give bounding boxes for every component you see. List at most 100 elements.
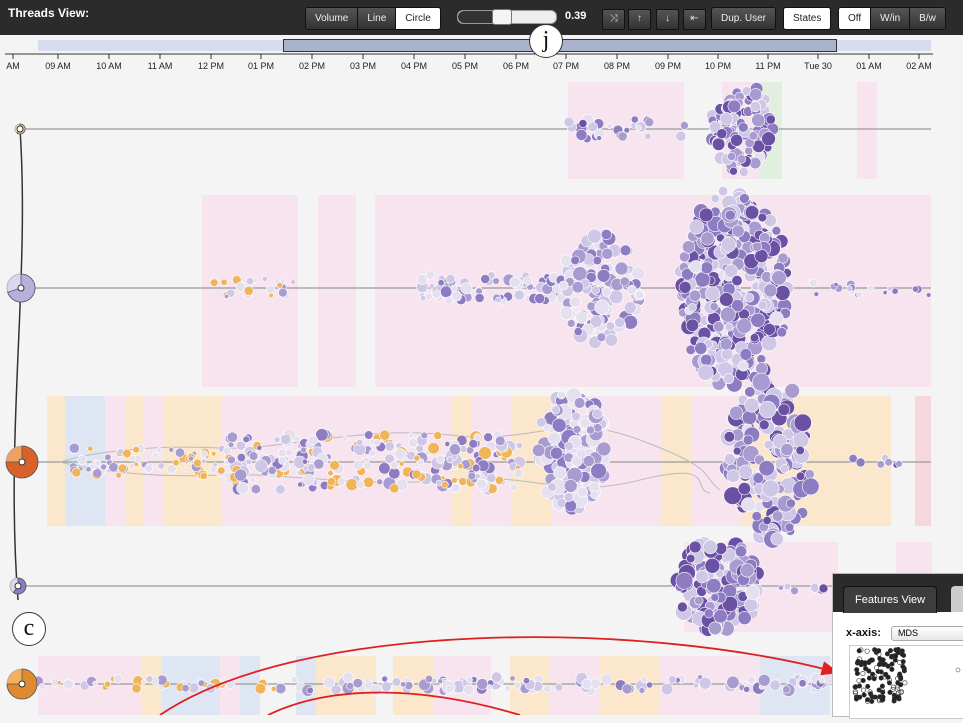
threads-view-title: Threads View: (8, 6, 90, 20)
axis-tick-label: 01 AM (856, 61, 882, 71)
message-bubble (741, 409, 757, 425)
xaxis-select[interactable]: MDS (891, 626, 963, 641)
message-bubble (245, 458, 252, 466)
message-bubble (480, 274, 491, 284)
message-bubble (566, 319, 576, 328)
features-view-tab[interactable]: Features View (843, 586, 938, 613)
message-bubble (762, 515, 772, 525)
message-bubble (569, 296, 581, 308)
message-bubble (492, 277, 500, 285)
message-bubble (680, 121, 689, 130)
message-bubble (515, 441, 523, 449)
message-bubble (181, 684, 190, 693)
message-bubble (267, 465, 277, 475)
message-bubble (550, 446, 563, 460)
feature-point (857, 683, 863, 689)
message-bubble (559, 306, 574, 320)
message-bubble (330, 684, 342, 696)
message-bubble (242, 435, 250, 443)
shuffle-icon[interactable]: ⤨ (602, 9, 625, 30)
slider-thumb[interactable] (492, 9, 512, 25)
message-bubble (884, 458, 893, 467)
message-bubble (575, 311, 589, 324)
axis-tick-label: 07 PM (552, 61, 580, 71)
feature-point (857, 694, 863, 700)
message-bubble (236, 452, 246, 462)
circle-button[interactable]: Circle (396, 8, 440, 29)
states-button[interactable]: States (784, 8, 831, 29)
message-bubble (547, 482, 557, 492)
line-button[interactable]: Line (358, 8, 397, 29)
message-bubble (300, 446, 307, 454)
message-bubble (685, 318, 700, 332)
feature-point (898, 674, 904, 680)
feature-point (889, 666, 895, 672)
annotation-marker-j: j (529, 24, 563, 58)
message-bubble (581, 678, 593, 690)
feature-point (879, 687, 885, 693)
message-bubble (128, 454, 136, 462)
message-bubble (543, 684, 552, 693)
message-bubble (551, 417, 567, 433)
message-bubble (601, 247, 614, 260)
message-bubble (476, 678, 489, 690)
axis-tick-label: 11 AM (147, 61, 173, 71)
thread-4-glyph-hub (14, 582, 22, 590)
message-bubble (798, 679, 807, 688)
feature-point (869, 698, 875, 704)
message-bubble (235, 281, 246, 292)
message-bubble (583, 455, 595, 467)
state-between-button[interactable]: B/w (910, 8, 945, 29)
message-bubble (433, 431, 443, 440)
volume-button[interactable]: Volume (306, 8, 359, 29)
arrow-down-icon[interactable]: ↓ (656, 9, 679, 30)
message-bubble (220, 278, 228, 286)
feature-point (890, 686, 896, 692)
message-bubble (416, 273, 428, 285)
message-bubble (356, 480, 365, 489)
threshold-slider[interactable] (457, 9, 557, 25)
arrow-up-icon[interactable]: ↑ (628, 9, 651, 30)
message-bubble (751, 511, 762, 522)
message-bubble (749, 333, 760, 343)
feature-point (897, 660, 903, 666)
state-band (240, 656, 260, 715)
message-bubble (911, 285, 919, 293)
message-bubble (140, 679, 147, 685)
message-bubble (688, 289, 701, 302)
threads-canvas[interactable] (0, 80, 963, 715)
message-bubble (122, 448, 132, 459)
message-bubble (445, 274, 456, 284)
feature-point (857, 656, 863, 662)
state-within-button[interactable]: W/in (871, 8, 911, 29)
message-bubble (243, 285, 254, 296)
collapse-left-icon[interactable]: ⇤ (683, 9, 706, 30)
message-bubble (706, 578, 722, 594)
message-bubble (509, 675, 516, 682)
feature-point (867, 689, 873, 695)
message-bubble (623, 126, 630, 134)
axis-tick-label: 03 PM (349, 61, 377, 71)
features-second-tab[interactable] (951, 586, 963, 612)
message-bubble (381, 681, 392, 693)
dup-user-button[interactable]: Dup. User (712, 8, 776, 29)
message-bubble (491, 671, 503, 683)
state-off-button[interactable]: Off (839, 8, 872, 29)
parent-link-curve (13, 128, 24, 601)
state-band (318, 195, 356, 387)
message-bubble (92, 680, 99, 687)
feature-point (854, 667, 860, 673)
message-bubble (448, 443, 461, 456)
features-scatter-plot[interactable] (849, 645, 963, 719)
message-bubble (694, 271, 711, 288)
message-bubble (698, 676, 712, 690)
message-bubble (749, 157, 762, 170)
message-bubble (754, 249, 769, 264)
message-bubble (688, 260, 702, 274)
message-bubble (739, 348, 752, 361)
message-bubble (495, 435, 506, 447)
message-bubble (522, 276, 533, 286)
message-bubble (554, 683, 564, 692)
message-bubble (719, 337, 733, 351)
message-bubble (693, 682, 699, 689)
